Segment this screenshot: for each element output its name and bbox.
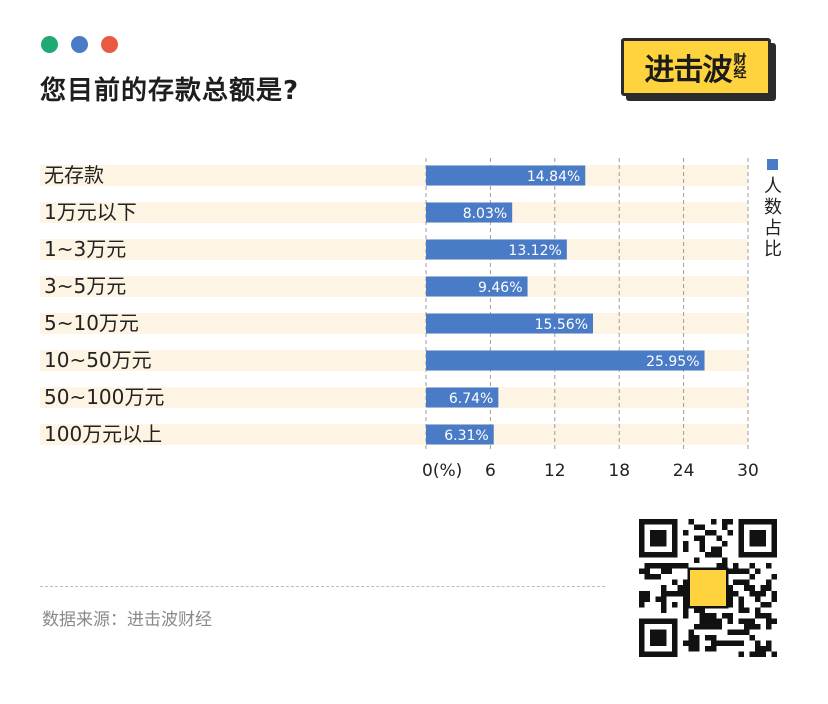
row-band — [40, 202, 748, 223]
data-source: 数据来源：进击波财经 — [42, 610, 212, 630]
bar — [426, 276, 528, 297]
blue-dot — [71, 36, 88, 53]
green-dot — [41, 36, 58, 53]
row-band — [40, 276, 748, 297]
bar — [426, 350, 705, 371]
category-label: 1万元以下 — [44, 200, 137, 224]
brand-logo: 进击波 财经 — [621, 38, 779, 104]
footer-divider — [40, 586, 605, 587]
tick-label: 30 — [737, 461, 759, 481]
tick-label: 0(%) — [422, 461, 462, 481]
bar — [426, 387, 499, 408]
data-label: 13.12% — [508, 243, 561, 259]
category-label: 无存款 — [44, 163, 104, 187]
data-label: 25.95% — [646, 354, 699, 370]
bar — [426, 239, 567, 260]
red-dot — [101, 36, 118, 53]
category-label: 3~5万元 — [44, 274, 126, 298]
qr-code — [639, 519, 777, 657]
category-label: 100万元以上 — [44, 422, 162, 446]
bar — [426, 313, 594, 334]
row-band — [40, 387, 748, 408]
tick-label: 12 — [544, 461, 566, 481]
data-label: 14.84% — [527, 169, 580, 185]
category-label: 5~10万元 — [44, 311, 139, 335]
data-label: 8.03% — [463, 206, 507, 222]
tick-label: 24 — [673, 461, 695, 481]
category-label: 10~50万元 — [44, 348, 152, 372]
legend-swatch — [767, 159, 778, 170]
bar — [426, 165, 586, 186]
category-label: 50~100万元 — [44, 385, 164, 409]
bar — [426, 202, 513, 223]
row-band — [40, 165, 748, 186]
data-label: 6.74% — [449, 391, 493, 407]
bar — [426, 424, 494, 445]
tick-label: 18 — [608, 461, 630, 481]
row-band — [40, 239, 748, 260]
row-band — [40, 424, 748, 445]
legend-label: 人数占比 — [764, 176, 782, 260]
qr-logo-icon — [687, 567, 729, 609]
window-dots — [41, 36, 118, 53]
tick-label: 6 — [485, 461, 496, 481]
data-label: 15.56% — [535, 317, 588, 333]
chart-title: 您目前的存款总额是? — [40, 76, 300, 106]
row-band — [40, 313, 748, 334]
data-label: 9.46% — [478, 280, 522, 296]
logo-sub-text: 财经 — [733, 53, 747, 81]
logo-main-text: 进击波 — [644, 53, 733, 88]
data-label: 6.31% — [444, 428, 488, 444]
category-label: 1~3万元 — [44, 237, 126, 261]
